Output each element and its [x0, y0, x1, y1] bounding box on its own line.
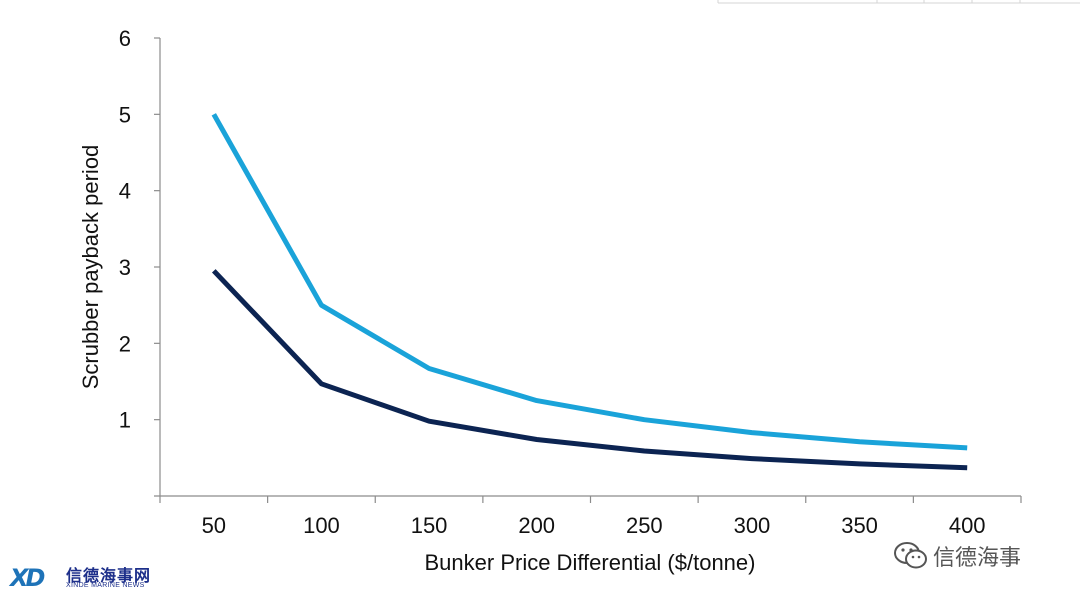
x-tick-label: 350	[841, 513, 878, 538]
x-tick-label: 50	[202, 513, 226, 538]
x-axis-title: Bunker Price Differential ($/tonne)	[425, 550, 756, 575]
x-tick-label: 300	[734, 513, 771, 538]
series-line-1	[211, 113, 968, 451]
x-tick-label: 150	[411, 513, 448, 538]
y-tick-label: 6	[119, 26, 131, 51]
x-tick-label: 100	[303, 513, 340, 538]
x-tick-label: 400	[949, 513, 986, 538]
xd-logo-mark: XD	[10, 564, 45, 592]
y-axis-ticks: 1 2 3 4 5 6	[119, 26, 160, 433]
watermark-text: 信德海事	[933, 546, 1022, 571]
top-grid-remnant	[717, 0, 1080, 4]
logo-chinese-name: 信德海事网	[66, 566, 152, 585]
y-tick-label: 1	[119, 408, 131, 433]
y-tick-label: 3	[119, 255, 131, 280]
y-axis-title: Scrubber payback period	[78, 145, 103, 390]
axes	[154, 38, 1021, 497]
y-tick-label: 2	[119, 331, 131, 356]
x-tick-label: 200	[518, 513, 555, 538]
x-tick-label: 250	[626, 513, 663, 538]
y-tick-label: 4	[119, 179, 131, 204]
x-axis-ticks: 50 100 150 200 250 300 350 400	[159, 496, 1022, 538]
xinde-logo: XD 信德海事网 XINDE MARINE NEWS	[10, 560, 170, 596]
wechat-icon	[894, 542, 927, 569]
series-line-2	[211, 269, 968, 471]
series-layer	[211, 113, 968, 471]
y-tick-label: 5	[119, 102, 131, 127]
logo-english-name: XINDE MARINE NEWS	[66, 582, 145, 589]
watermark: 信德海事	[893, 538, 1063, 572]
